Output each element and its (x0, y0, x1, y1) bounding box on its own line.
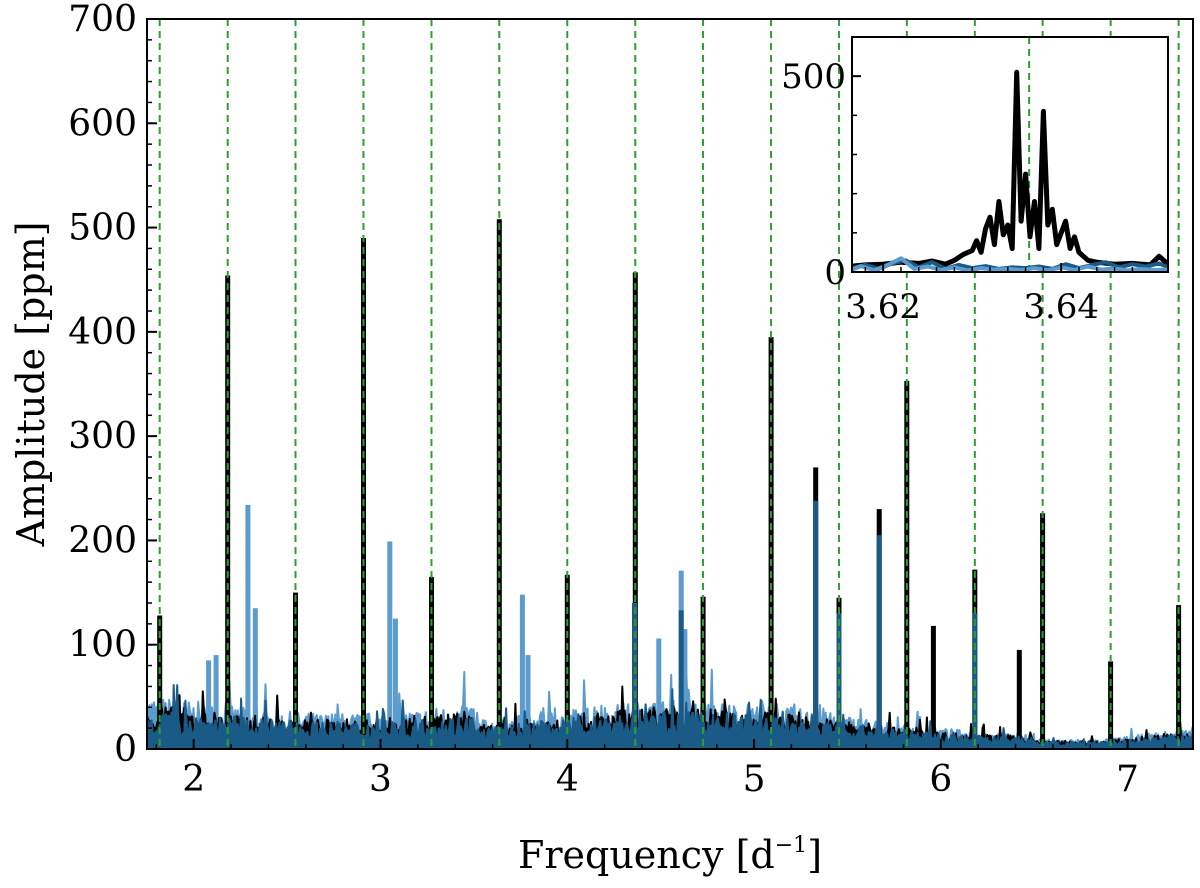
peak (632, 272, 638, 749)
peak (768, 337, 774, 749)
inset-x-tick-label: 3.62 (845, 287, 921, 327)
series-light-series (147, 505, 1193, 749)
y-tick-label: 500 (68, 208, 137, 249)
peak (813, 500, 819, 749)
x-tick-label: 2 (182, 759, 205, 800)
x-axis-title: Frequency [d−1] (518, 833, 822, 877)
peak (519, 594, 525, 749)
peak (525, 655, 531, 749)
y-axis-title: Amplitude [ppm] (9, 221, 53, 547)
y-tick-label: 700 (68, 0, 137, 40)
main-plot: 2 3 4 5 6 7 0 100 200 300 400 500 600 700 Frequency [… (9, 0, 1194, 877)
peak (1176, 605, 1182, 749)
peak (1016, 649, 1022, 749)
main-axes-ticks: 2 3 4 5 6 7 0 100 200 300 400 500 600 700 (68, 0, 1166, 800)
y-tick-label: 600 (68, 103, 137, 144)
inset-plot: 3.62 3.64 0 500 (781, 36, 1169, 327)
x-tick-label: 7 (1116, 759, 1139, 800)
y-tick-label: 100 (68, 625, 137, 666)
inset-y-tick-label: 500 (781, 57, 846, 97)
y-tick-label: 200 (68, 520, 137, 561)
x-tick-label: 4 (556, 759, 579, 800)
peak (496, 219, 502, 749)
x-tick-label: 5 (743, 759, 766, 800)
y-tick-label: 400 (68, 312, 137, 353)
peak (387, 541, 393, 749)
x-tick-label: 6 (929, 759, 952, 800)
inset-x-tick-label: 3.64 (1023, 287, 1099, 327)
peak (392, 618, 398, 749)
peak (930, 625, 936, 749)
peak (252, 608, 258, 749)
inset-series-black-series (852, 69, 1168, 269)
peak (656, 638, 662, 749)
peak (213, 655, 219, 749)
peak (206, 660, 212, 749)
peak (245, 505, 251, 749)
y-tick-label: 0 (114, 729, 137, 770)
peak (632, 603, 637, 749)
noise-floor (147, 684, 1193, 749)
peak (429, 576, 434, 749)
peak (678, 610, 684, 749)
main-plot-frame (146, 18, 1194, 750)
x-tick-label: 3 (369, 759, 392, 800)
peak (682, 629, 688, 749)
inset-axes-ticks: 3.62 3.64 0 500 (781, 36, 1134, 327)
main-plot-data (147, 19, 1193, 749)
peak (876, 535, 882, 749)
y-tick-label: 300 (68, 416, 137, 457)
inset-y-tick-label: 0 (824, 253, 846, 293)
